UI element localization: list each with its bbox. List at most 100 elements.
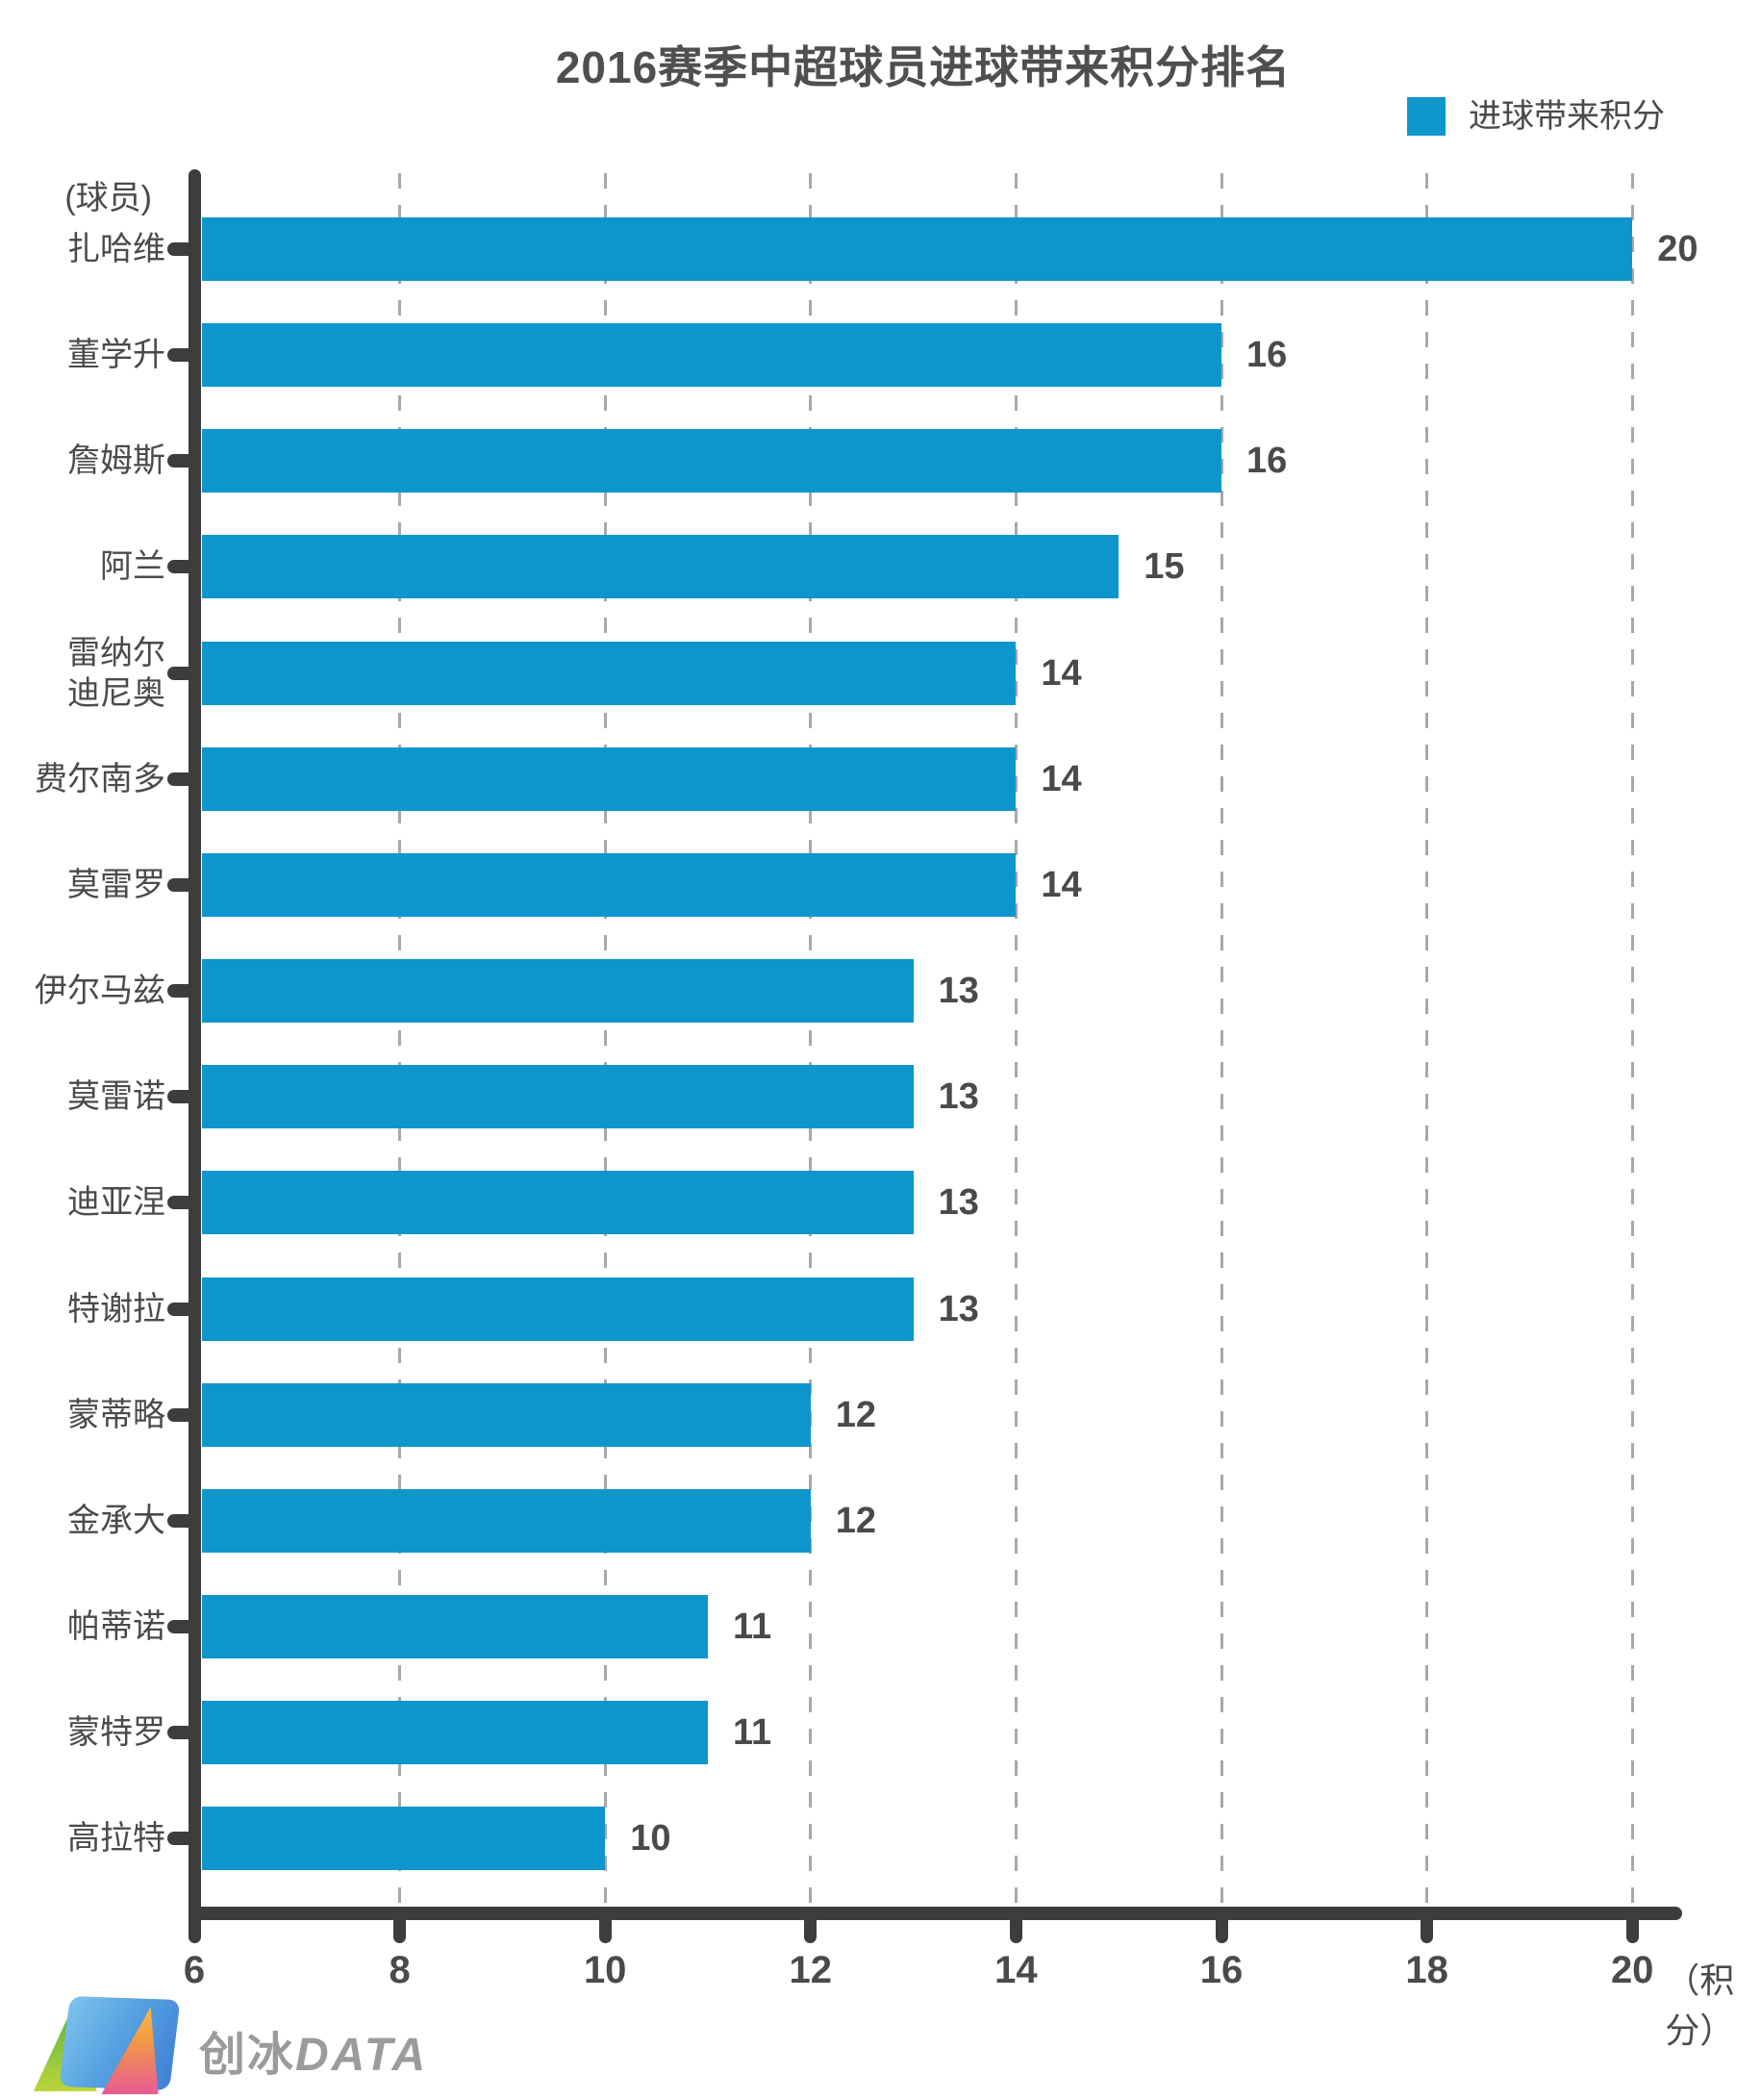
- x-axis-tick-label: 14: [994, 1949, 1038, 1991]
- y-axis-tick: [167, 242, 196, 256]
- x-axis-unit-label: （积分）: [1665, 1961, 1735, 2050]
- category-label: 蒙特罗: [67, 1714, 165, 1752]
- category-label: 董学升: [67, 337, 165, 374]
- y-axis-tick: [167, 984, 196, 999]
- bar-value-label: 20: [1657, 229, 1698, 269]
- x-axis-tick: [188, 1912, 201, 1943]
- category-label: 雷纳尔 迪尼奥: [67, 634, 165, 712]
- y-axis-tick: [167, 1090, 196, 1104]
- bar: [202, 852, 1017, 917]
- category-label: 迪亚涅: [67, 1184, 165, 1222]
- gridline: [1630, 173, 1634, 1907]
- category-label: 詹姆斯: [67, 443, 165, 480]
- x-axis-tick: [393, 1912, 407, 1943]
- gridline: [809, 173, 813, 1907]
- gridline: [603, 173, 607, 1907]
- category-label: 帕蒂诺: [67, 1607, 165, 1645]
- gridline: [1425, 173, 1429, 1907]
- bar-value-label: 14: [1041, 758, 1082, 799]
- x-axis-tick-label: 16: [1199, 1949, 1244, 1991]
- watermark-text-en: DATA: [295, 2030, 429, 2081]
- category-label: 费尔南多: [35, 760, 165, 797]
- gridline: [398, 173, 402, 1907]
- category-label: 阿兰: [100, 548, 165, 586]
- category-label: 特谢拉: [67, 1290, 165, 1328]
- bar: [202, 535, 1119, 599]
- category-label: 金承大: [67, 1502, 165, 1539]
- y-axis-tick: [167, 348, 196, 363]
- bar: [202, 1382, 811, 1447]
- bar: [202, 641, 1017, 705]
- gridline: [1014, 173, 1018, 1907]
- category-label: 高拉特: [67, 1820, 165, 1858]
- bar: [202, 1594, 708, 1658]
- y-axis-tick: [167, 877, 196, 892]
- bar: [202, 323, 1221, 388]
- x-axis-tick-label: 12: [789, 1949, 833, 1991]
- y-axis-tick: [167, 1196, 196, 1210]
- watermark-logo: 创冰DATA: [34, 1991, 572, 2097]
- x-axis-tick: [804, 1912, 818, 1943]
- watermark-text-cn: 创冰: [199, 2030, 296, 2081]
- y-axis-tick: [167, 1513, 196, 1528]
- watermark-text: 创冰DATA: [199, 2016, 428, 2084]
- bar-value-label: 12: [835, 1500, 877, 1541]
- bar: [202, 1065, 914, 1129]
- x-axis-tick-label: 20: [1610, 1949, 1654, 1991]
- x-axis-tick-label: 18: [1405, 1949, 1448, 1991]
- y-axis-tick: [167, 1407, 196, 1422]
- bar: [202, 429, 1221, 493]
- brand-logo-icon: [34, 1995, 188, 2095]
- category-label: 扎哈维: [67, 231, 165, 267]
- x-axis-tick: [598, 1912, 612, 1943]
- x-axis-tick: [1009, 1912, 1022, 1943]
- x-axis-tick: [1421, 1912, 1434, 1943]
- bar: [202, 1171, 914, 1235]
- x-axis-tick: [1625, 1912, 1639, 1943]
- bar-value-label: 13: [938, 1182, 979, 1224]
- bar-value-label: 16: [1246, 335, 1288, 376]
- x-axis-tick-label: 8: [389, 1949, 411, 1991]
- bar: [202, 1488, 811, 1553]
- bar: [202, 217, 1633, 281]
- x-axis-tick: [1215, 1912, 1228, 1943]
- bar-value-label: 12: [835, 1394, 877, 1435]
- x-axis-line: [189, 1907, 1682, 1920]
- x-axis-tick-label: 6: [183, 1949, 206, 1991]
- y-axis-tick: [167, 454, 196, 468]
- bar-value-label: 13: [938, 971, 979, 1012]
- category-label: 蒙蒂略: [67, 1396, 165, 1433]
- category-label: 莫雷诺: [67, 1078, 165, 1116]
- bar-value-label: 11: [733, 1712, 772, 1754]
- y-axis-tick: [167, 666, 196, 680]
- bar-value-label: 16: [1246, 441, 1288, 482]
- y-axis-tick: [167, 1302, 196, 1316]
- bar-value-label: 15: [1144, 546, 1185, 588]
- bar-value-label: 14: [1041, 652, 1082, 694]
- bar-value-label: 11: [733, 1606, 772, 1647]
- category-label: 伊尔马兹: [35, 973, 165, 1010]
- legend-color-swatch: [1407, 97, 1446, 136]
- bar-value-label: 13: [938, 1076, 979, 1118]
- bar-value-label: 10: [630, 1818, 671, 1860]
- y-axis-tick: [167, 772, 196, 786]
- bar: [202, 959, 914, 1024]
- y-axis-line: [189, 169, 201, 1936]
- category-label: 莫雷罗: [67, 866, 165, 903]
- legend-label: 进球带来积分: [1469, 98, 1665, 135]
- bar-value-label: 14: [1041, 864, 1082, 905]
- y-axis-title: (球员): [64, 180, 152, 216]
- bar: [202, 746, 1017, 811]
- gridline: [1220, 173, 1223, 1907]
- y-axis-tick: [167, 1619, 196, 1633]
- bar: [202, 1807, 606, 1871]
- y-axis-tick: [167, 560, 196, 574]
- bar: [202, 1701, 708, 1765]
- bar-value-label: 13: [938, 1288, 979, 1329]
- y-axis-tick: [167, 1832, 196, 1846]
- chart-title: 2016赛季中超球员进球带来积分排名: [555, 42, 1292, 92]
- bar: [202, 1277, 914, 1341]
- y-axis-tick: [167, 1726, 196, 1740]
- legend: 进球带来积分: [1407, 97, 1665, 136]
